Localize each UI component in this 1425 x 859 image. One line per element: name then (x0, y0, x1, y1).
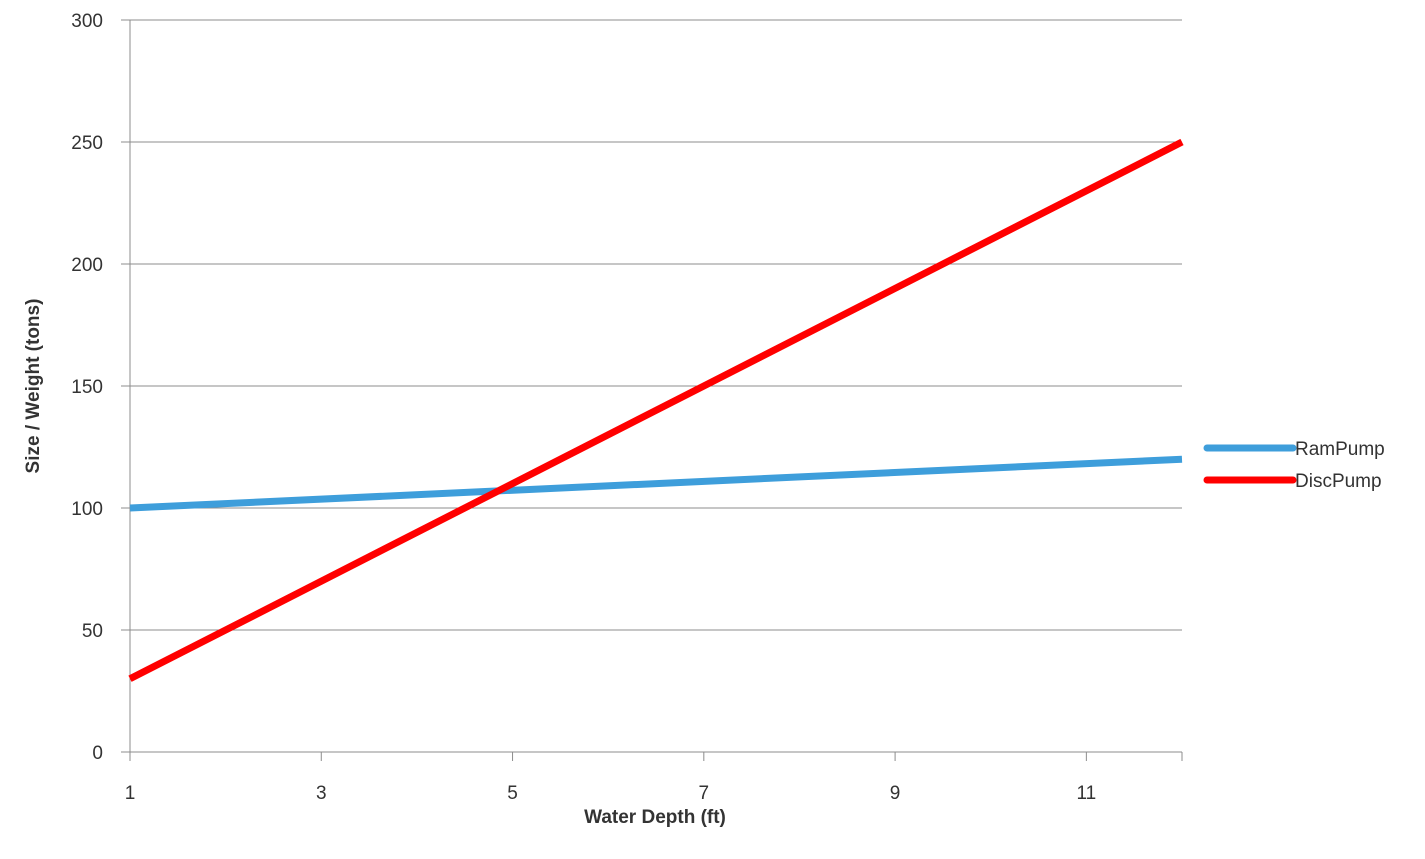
y-tick-label-200: 200 (71, 255, 103, 276)
series-line-rampump (129, 455, 1183, 512)
series-line-discpump (128, 138, 1184, 682)
y-tick-label-50: 50 (82, 621, 103, 642)
legend: RamPump DiscPump (1203, 439, 1385, 492)
x-axis-title: Water Depth (ft) (584, 807, 726, 828)
legend-label-discpump: DiscPump (1295, 471, 1382, 492)
y-tick-label-300: 300 (71, 11, 103, 32)
x-tick-label-9: 9 (890, 783, 901, 804)
y-tick-label-100: 100 (71, 499, 103, 520)
legend-label-rampump: RamPump (1295, 439, 1385, 460)
x-tick-label-7: 7 (699, 783, 710, 804)
x-tick-label-3: 3 (316, 783, 327, 804)
y-tick-label-150: 150 (71, 377, 103, 398)
y-axis-title: Size / Weight (tons) (23, 299, 44, 474)
x-tick-label-1: 1 (125, 783, 136, 804)
tick-labels: 0 50 100 150 200 250 300 1 3 5 7 9 11 (71, 11, 1096, 804)
y-tick-label-0: 0 (92, 743, 103, 764)
x-tick-label-5: 5 (507, 783, 518, 804)
y-tick-label-250: 250 (71, 133, 103, 154)
series-lines (128, 138, 1184, 682)
gridlines (130, 19, 1182, 631)
legend-item-rampump: RamPump (1203, 439, 1385, 460)
x-tick-label-11: 11 (1076, 783, 1096, 804)
axes (121, 19, 1183, 761)
legend-item-discpump: DiscPump (1203, 471, 1382, 492)
